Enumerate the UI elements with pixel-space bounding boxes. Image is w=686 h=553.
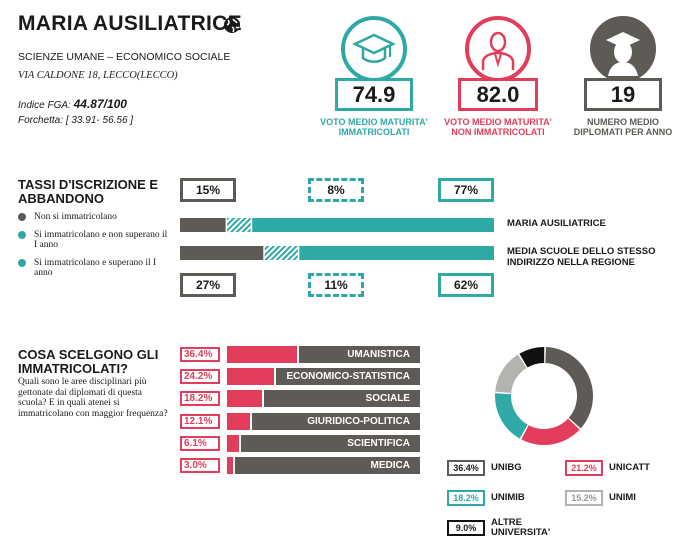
legend-item: Non si immatricolano — [18, 212, 163, 222]
stat-label-non-immatricolati: VOTO MEDIO MATURITA' NON IMMATRICOLATI — [444, 117, 552, 137]
uni-value-unimi: 15.2% — [565, 490, 603, 506]
enroll-bar-segment — [227, 218, 251, 232]
bar-label-region: MEDIA SCUOLE DELLO STESSO INDIRIZZO NELL… — [507, 246, 656, 268]
legend-dot — [18, 213, 26, 221]
area-value-label: 6.1% — [180, 435, 220, 451]
globe-icon[interactable] — [223, 16, 241, 34]
legend-item: Si immatricolano e non superano il I ann… — [18, 230, 168, 250]
legend-label: Si immatricolano e non superano il I ann… — [34, 230, 168, 250]
fga-label: Indice FGA: — [18, 100, 71, 111]
stat-card-non-immatricolati: 82.0 — [458, 16, 538, 142]
range-label: Forchetta: — [18, 115, 64, 126]
area-value-label: 3.0% — [180, 458, 220, 473]
choices-question: Quali sono le aree disciplinari più gett… — [18, 377, 168, 419]
stat-card-immatricolati: 74.9 — [335, 16, 413, 142]
enroll-bar-segment — [264, 246, 298, 260]
stat-label-immatricolati: VOTO MEDIO MATURITA' IMMATRICOLATI — [320, 117, 428, 137]
pct-school-abbandono: 8% — [308, 178, 364, 202]
legend-label: Non si immatricolano — [34, 212, 117, 222]
fga-index: Indice FGA: 44.87/100 — [18, 97, 127, 111]
area-value-label: 12.1% — [180, 413, 220, 429]
uni-name-unimi: UNIMI — [609, 492, 636, 503]
uni-value-altre: 9.0% — [447, 520, 485, 536]
uni-value-unicatt: 21.2% — [565, 460, 603, 476]
pct-region-superano: 62% — [438, 273, 494, 297]
person-icon — [481, 31, 515, 70]
uni-name-unicatt: UNICATT — [609, 462, 650, 473]
bar-label-school: MARIA AUSILIATRICE — [507, 218, 606, 229]
legend-dot — [18, 231, 26, 239]
area-category-label: GIURIDICO-POLITICA — [252, 412, 420, 430]
pct-school-superano: 77% — [438, 178, 494, 202]
donut-slice-unibg — [545, 347, 593, 429]
pct-region-abbandono: 11% — [308, 273, 364, 297]
pct-school-non-immatricolati: 15% — [180, 178, 236, 202]
stat-circle — [590, 16, 656, 82]
school-title: MARIA AUSILIATRICE — [18, 12, 242, 35]
legend-label: Si immatricolano e superano il I anno — [34, 258, 157, 278]
area-bar — [227, 390, 263, 408]
enroll-bar-segment — [252, 218, 494, 232]
range-value: [ 33.91- 56.56 ] — [65, 115, 134, 126]
legend-item: Si immatricolano e superano il I anno — [18, 258, 168, 278]
fga-value: 44.87/100 — [73, 97, 127, 111]
area-value-label: 24.2% — [180, 369, 220, 385]
area-category-label: ECONOMICO-STATISTICA — [275, 368, 420, 386]
area-bar — [227, 457, 233, 474]
area-bar — [227, 368, 274, 386]
donut-slice-unimi — [495, 354, 527, 394]
section-title-enrollment: TASSI D'ISCRIZIONE E ABBANDONO — [18, 177, 159, 206]
donut-slice-altre-universita- — [519, 347, 545, 368]
area-category-label: SCIENTIFICA — [240, 434, 420, 452]
uni-value-unibg: 36.4% — [447, 460, 485, 476]
section-title-choices: COSA SCELGONO GLI IMMATRICOLATI? — [18, 347, 159, 376]
enroll-bar-segment — [180, 246, 264, 260]
stat-circle — [465, 16, 531, 82]
area-bar-chart: 36.4% UMANISTICA 24.2% ECONOMICO-STATISTICA… — [180, 346, 422, 478]
uni-name-altre: ALTRE UNIVERSITA' — [491, 517, 551, 538]
donut-slice-unimib — [495, 393, 528, 439]
stat-card-diplomati: 19 — [584, 16, 662, 142]
area-bar — [227, 346, 298, 363]
school-address: VIA CALDONE 18, LECCO(LECCO) — [18, 70, 178, 81]
legend-dot — [18, 259, 26, 267]
stat-value: 74.9 — [335, 78, 413, 111]
enroll-bar-segment — [180, 218, 226, 232]
uni-name-unibg: UNIBG — [491, 462, 522, 473]
donut-slice-unicatt — [521, 418, 580, 445]
stat-label-diplomati: NUMERO MEDIO DIPLOMATI PER ANNO — [573, 117, 673, 137]
area-bar — [227, 412, 251, 430]
enroll-bar-segment — [299, 246, 494, 260]
area-category-label: UMANISTICA — [299, 346, 420, 363]
area-value-label: 36.4% — [180, 347, 220, 362]
enrollment-bar-chart — [180, 218, 494, 260]
pct-region-non-immatricolati: 27% — [180, 273, 236, 297]
stat-circle — [341, 16, 407, 82]
fga-range: Forchetta: [ 33.91- 56.56 ] — [18, 115, 133, 126]
area-category-label: MEDICA — [234, 457, 420, 474]
graduation-cap-icon — [352, 33, 396, 63]
uni-value-unimib: 18.2% — [447, 490, 485, 506]
area-bar — [227, 434, 239, 452]
stat-value: 82.0 — [458, 78, 538, 111]
course-name: SCIENZE UMANE – ECONOMICO SOCIALE — [18, 51, 231, 63]
area-value-label: 18.2% — [180, 391, 220, 407]
university-donut-chart — [495, 347, 593, 445]
graduate-person-icon — [606, 32, 640, 76]
area-category-label: SOCIALE — [264, 390, 420, 408]
stat-value: 19 — [584, 78, 662, 111]
uni-name-unimib: UNIMIB — [491, 492, 525, 503]
